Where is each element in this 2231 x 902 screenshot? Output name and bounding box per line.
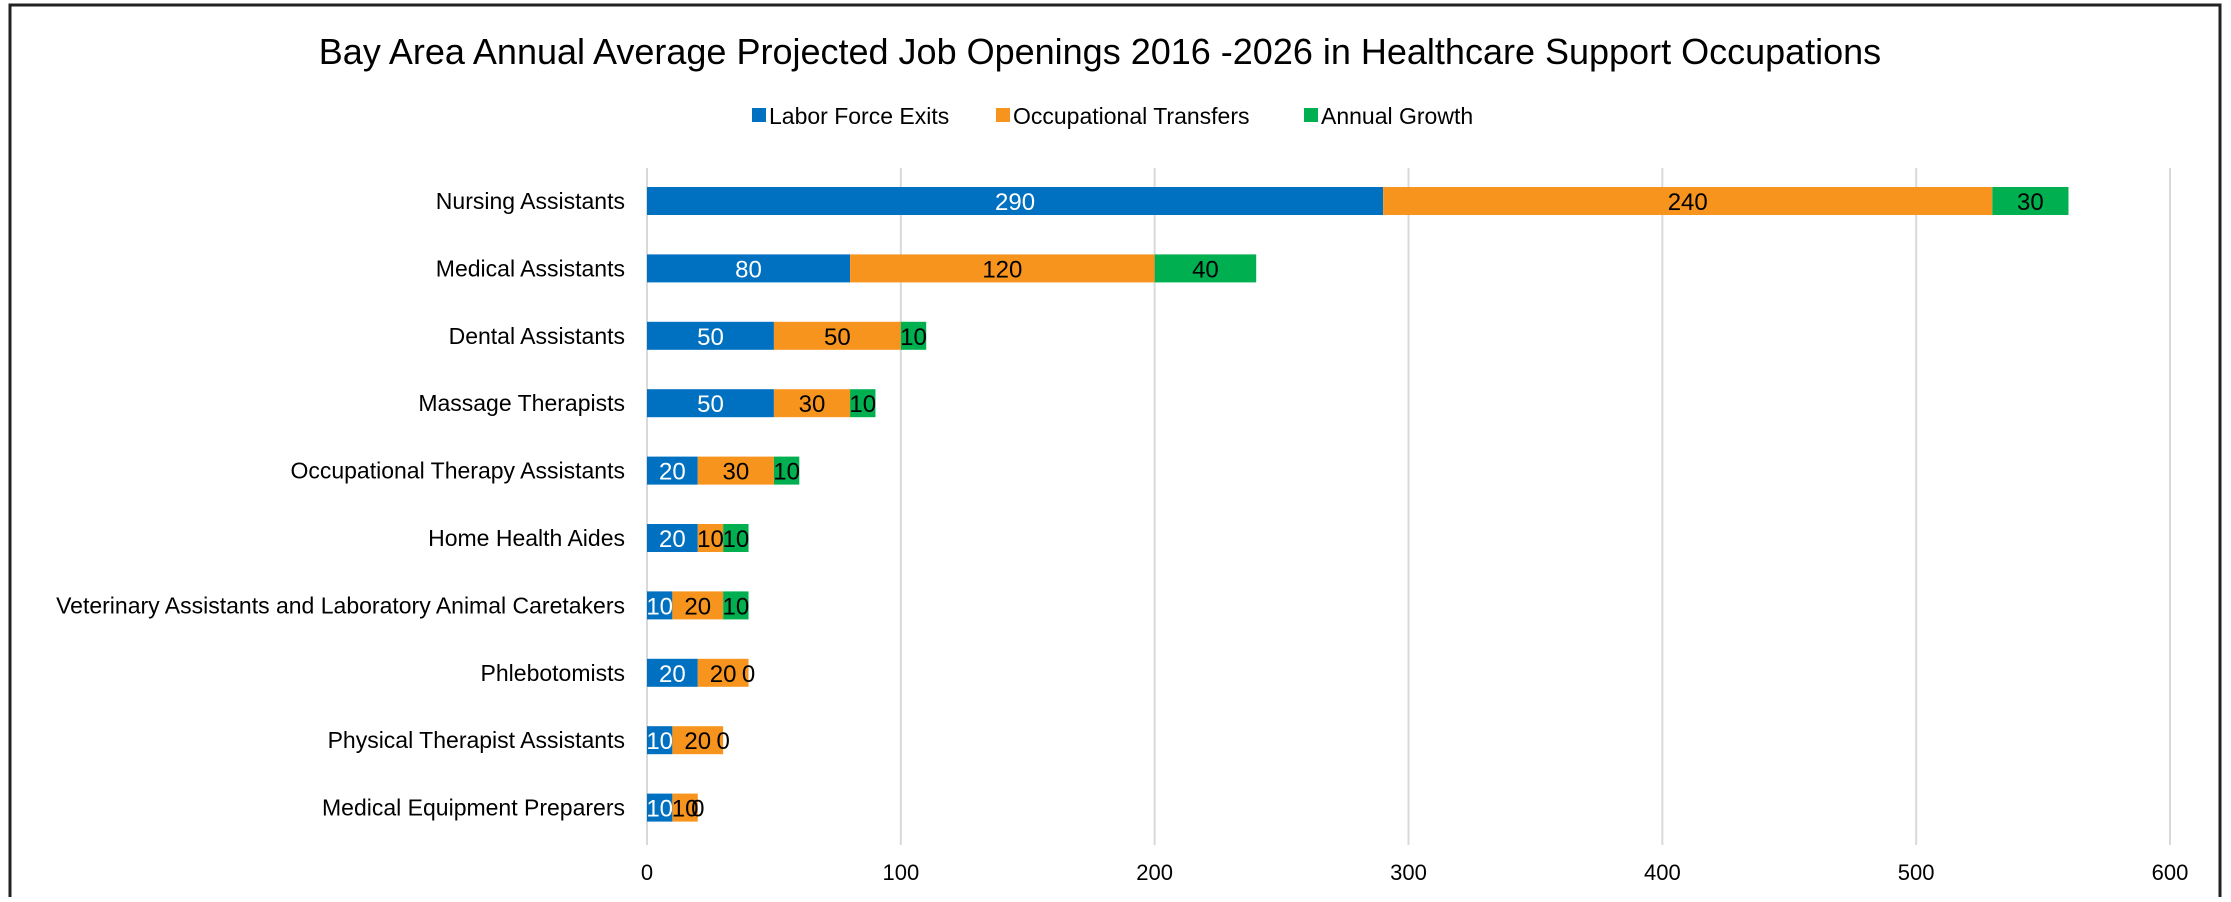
bar-segment [773,456,800,485]
x-tick-label: 400 [1644,860,1681,885]
legend-label: Labor Force Exits [769,103,949,129]
x-axis-ticks: 0 100 200 300 400 500 600 [641,860,2188,885]
data-label: 20 [684,593,711,620]
data-label: 10 [646,796,673,823]
category-labels: Nursing Assistants Medical Assistants Dent… [56,188,625,821]
data-label: 290 [995,189,1035,216]
chart-title: Bay Area Annual Average Projected Job Op… [319,31,1881,72]
category-label: Nursing Assistants [436,188,625,214]
data-label: 10 [672,796,699,823]
data-label: 10 [849,391,876,418]
bar-segment [647,726,673,755]
data-label: 50 [824,324,851,351]
category-label: Veterinary Assistants and Laboratory Ani… [56,592,625,618]
category-label: Phlebotomists [481,660,625,686]
bar-segment [697,456,774,485]
chart-border [8,3,2222,902]
bar-segment [672,726,724,755]
data-label: 10 [646,593,673,620]
category-label: Occupational Therapy Assistants [290,458,625,484]
category-label: Massage Therapists [418,390,625,416]
bar-segment [647,591,673,620]
data-label: 50 [697,324,724,351]
category-label: Dental Assistants [449,323,625,349]
x-tick-label: 600 [2152,860,2189,885]
data-label: 20 [659,526,686,553]
data-label: 10 [900,324,927,351]
data-label: 20 [659,459,686,486]
bar-segment [1154,254,1257,283]
x-tick-label: 200 [1136,860,1173,885]
bar-segment [723,524,749,552]
data-label: 40 [1192,256,1219,283]
data-label: 10 [773,459,800,486]
data-label: 240 [1668,189,1708,216]
data-label: 0 [742,661,755,688]
bar-segment [697,658,749,687]
x-tick-label: 500 [1898,860,1935,885]
bar-segment [647,389,774,418]
data-label: 10 [646,728,673,755]
category-label: Home Health Aides [428,525,625,551]
data-label: 20 [659,661,686,688]
data-label: 20 [684,728,711,755]
bar-segment [647,254,851,283]
bar-segment [672,793,698,822]
bar-segment [723,591,749,620]
legend-swatch [996,108,1010,122]
legend: Labor Force Exits Occupational Transfers A… [752,103,1473,129]
bar-segment [773,321,901,350]
bar-segment [697,524,724,552]
bar-segment [850,254,1155,283]
legend-swatch [1304,108,1318,122]
data-label: 10 [722,593,749,620]
bar-segment [647,793,673,822]
data-label: 30 [2017,189,2044,216]
bar-segment [672,591,724,620]
x-tick-label: 100 [882,860,919,885]
data-label: 0 [691,796,704,823]
bar-segment [850,389,876,418]
data-label: 10 [697,526,724,553]
data-label: 30 [799,391,826,418]
bar-segment [1383,187,1993,215]
x-tick-label: 300 [1390,860,1427,885]
bar-segment [1992,187,2069,215]
category-label: Physical Therapist Assistants [328,727,625,753]
legend-swatch [752,108,766,122]
category-label: Medical Equipment Preparers [322,795,625,821]
data-label: 120 [982,256,1022,283]
data-label: 20 [710,661,737,688]
data-label: 0 [716,728,729,755]
data-label: 80 [735,256,762,283]
bar-segment [647,524,698,552]
category-label: Medical Assistants [436,255,625,281]
legend-label: Annual Growth [1321,103,1473,129]
data-label: 10 [722,526,749,553]
data-label: 30 [722,459,749,486]
bar-segment [647,658,698,687]
bar-segment [647,187,1384,215]
x-tick-label: 0 [641,860,653,885]
bar-segment [900,321,927,350]
bar-segment [773,389,851,418]
legend-label: Occupational Transfers [1013,103,1250,129]
data-label: 50 [697,391,724,418]
bar-segment [647,321,774,350]
bar-segment [647,456,698,485]
